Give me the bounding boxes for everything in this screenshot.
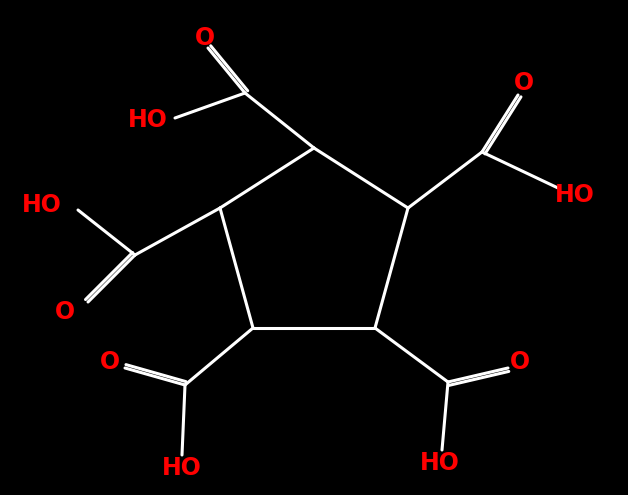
Text: O: O xyxy=(510,350,530,374)
Text: HO: HO xyxy=(22,193,62,217)
Text: HO: HO xyxy=(420,451,460,475)
Text: HO: HO xyxy=(162,456,202,480)
Text: HO: HO xyxy=(555,183,595,207)
Text: HO: HO xyxy=(128,108,168,132)
Text: O: O xyxy=(100,350,120,374)
Text: O: O xyxy=(55,300,75,324)
Text: O: O xyxy=(514,71,534,95)
Text: O: O xyxy=(195,26,215,50)
